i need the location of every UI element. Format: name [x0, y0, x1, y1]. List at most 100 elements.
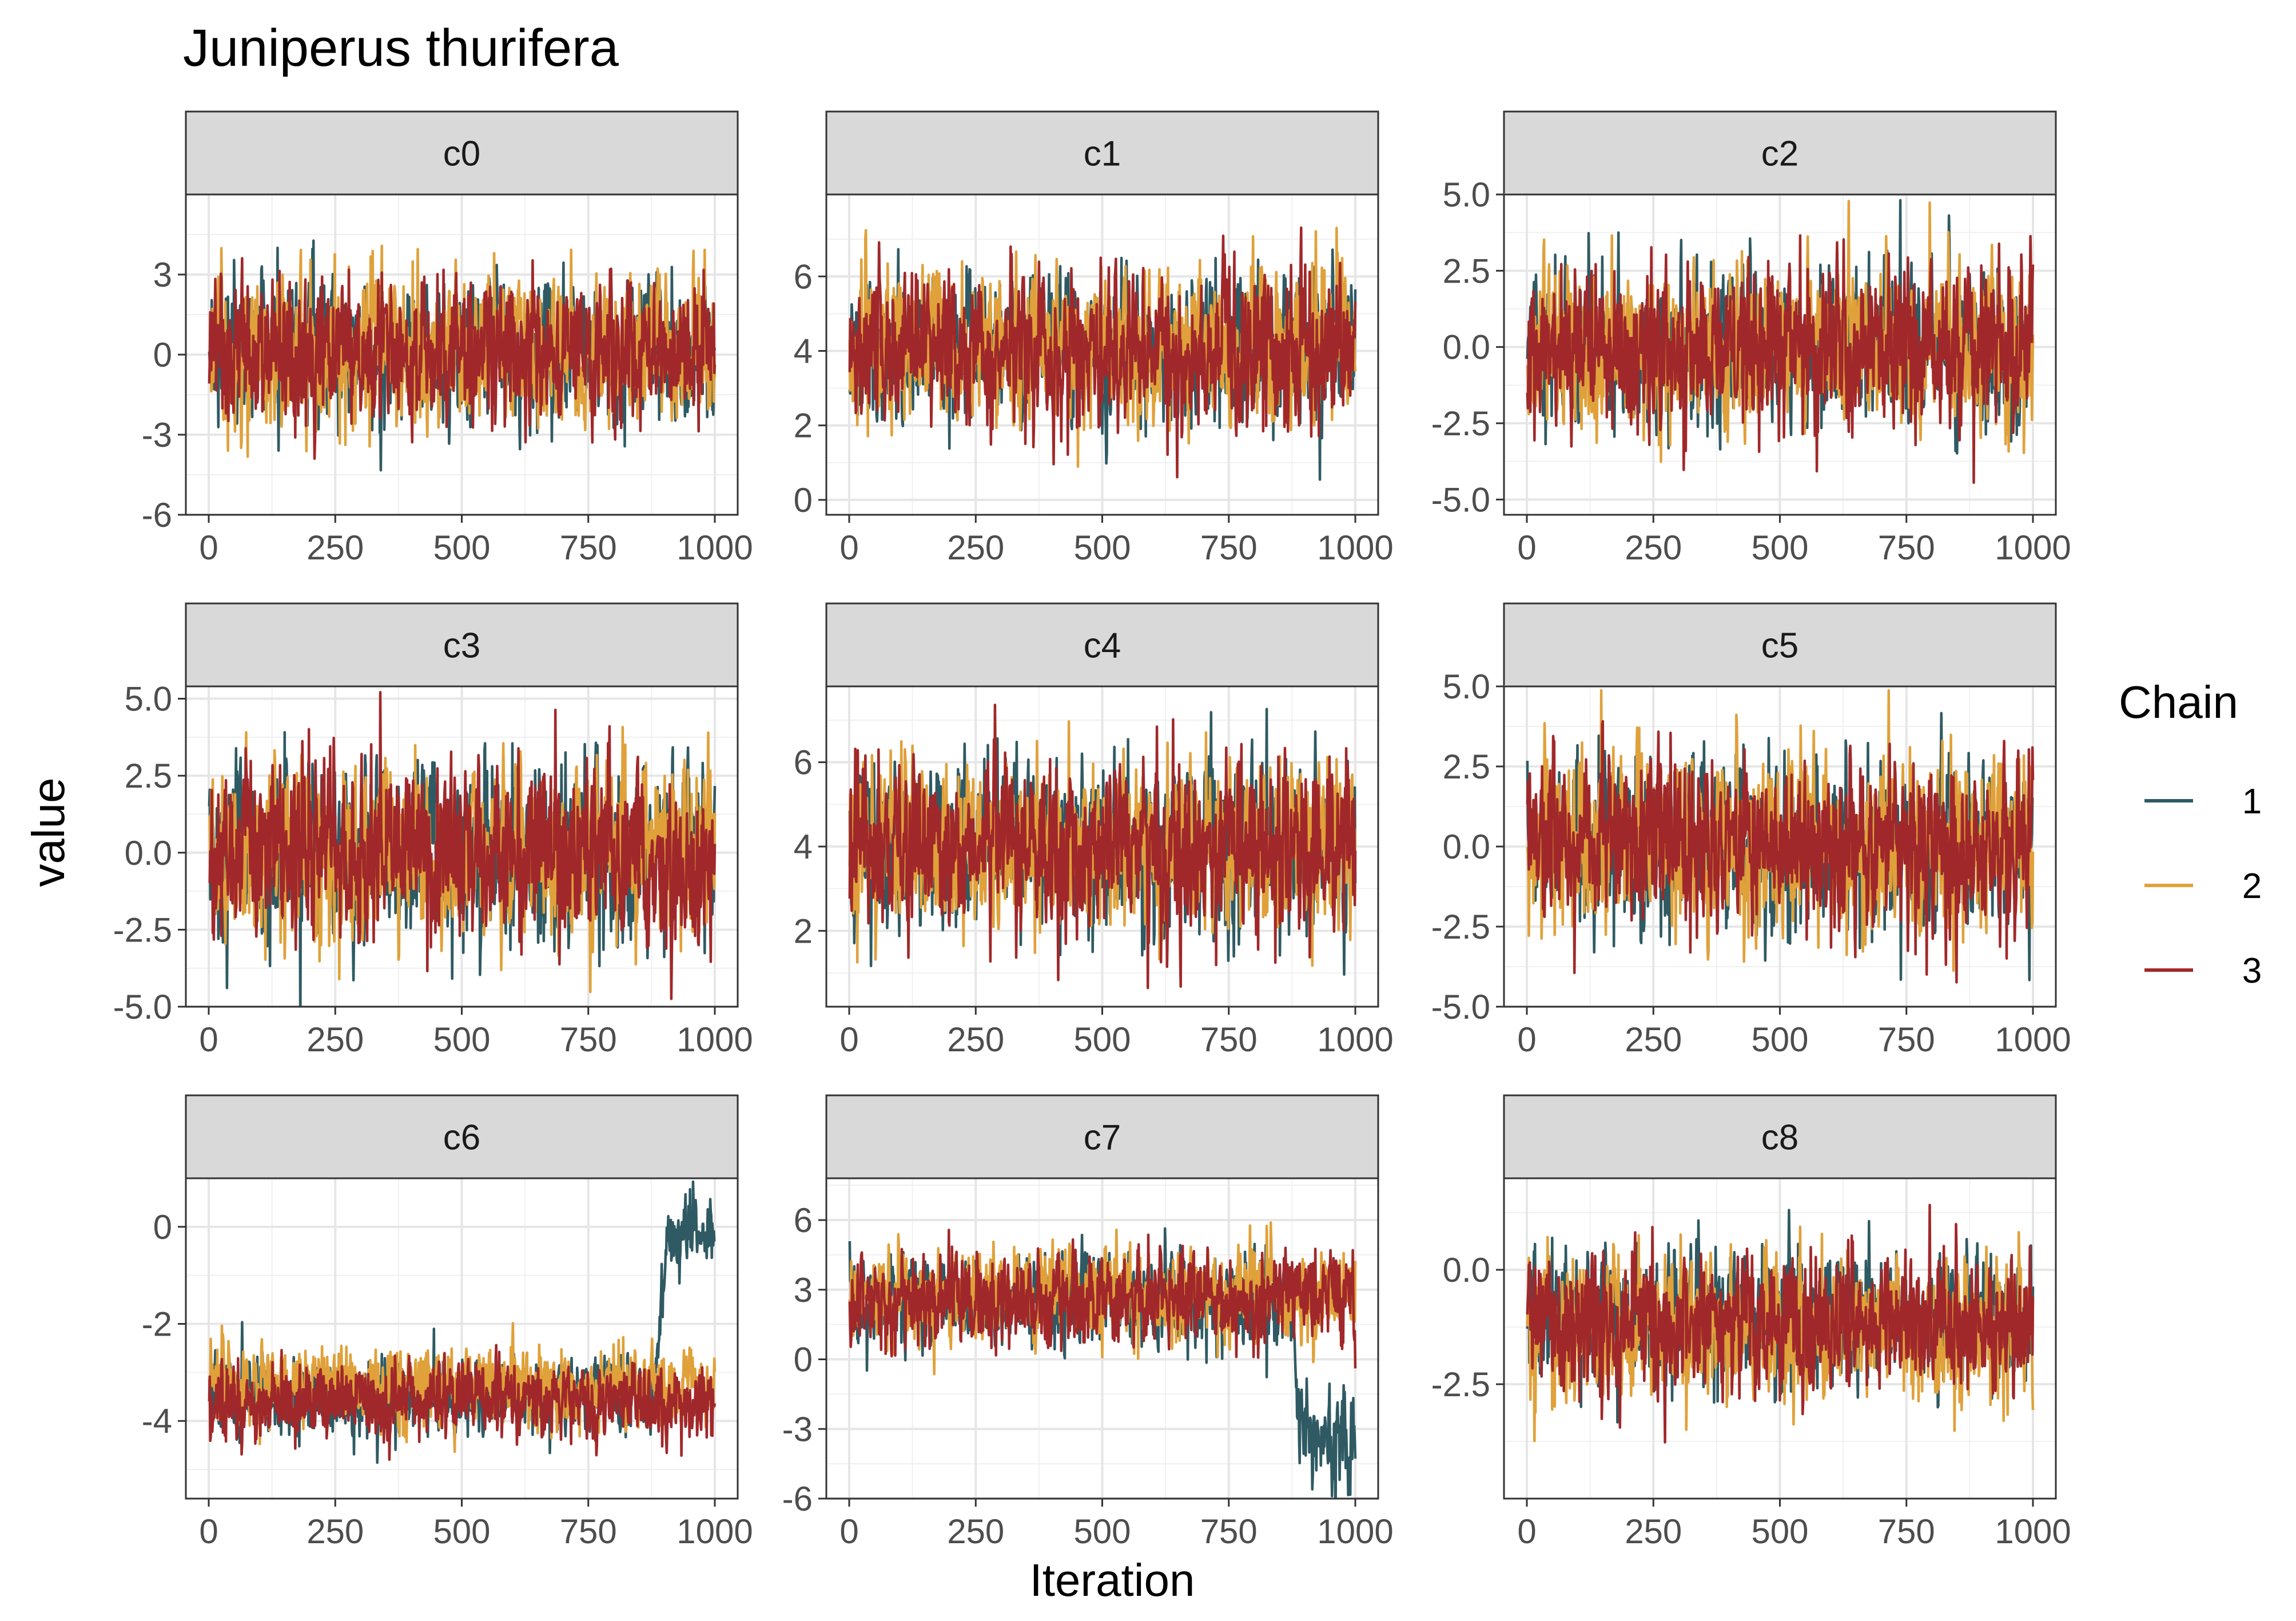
- y-axis: -5.0 -2.5 0.0 2.5 5.0: [1431, 668, 1504, 1026]
- chain-lines: [208, 690, 717, 1007]
- y-tick-label: -2: [142, 1305, 172, 1344]
- facet-strip: [1503, 110, 2057, 196]
- facet-panel-c3: c3 -5.0 -2.5 0.0 2.5 5.0 0 250 500 750 1000: [113, 602, 753, 1059]
- x-tick-label: 750: [1200, 1020, 1258, 1059]
- y-tick-label: 0.0: [125, 834, 172, 872]
- x-axis: 0 250 500 750 1000: [199, 1007, 753, 1059]
- x-tick-label: 250: [307, 529, 364, 567]
- y-tick-label: 3: [794, 1271, 813, 1309]
- y-tick-label: 0.0: [1443, 828, 1490, 866]
- y-axis: -5.0 -2.5 0.0 2.5 5.0: [1431, 176, 1504, 519]
- y-tick-label: -5.0: [1431, 480, 1490, 519]
- y-tick-label: 2.5: [1443, 252, 1490, 290]
- chain-lines: [848, 226, 1357, 481]
- chain-lines: [848, 1221, 1357, 1499]
- y-axis-label: value: [23, 777, 74, 887]
- chain-line-3: [208, 690, 717, 1000]
- chain-line-3: [208, 1344, 717, 1461]
- x-tick-label: 0: [1517, 1512, 1536, 1551]
- y-tick-label: 0.0: [1443, 1251, 1490, 1289]
- x-tick-label: 1000: [677, 529, 753, 567]
- x-axis: 0 250 500 750 1000: [1517, 1007, 2071, 1059]
- x-axis: 0 250 500 750 1000: [1517, 515, 2071, 567]
- y-tick-label: 5.0: [125, 680, 172, 718]
- y-tick-label: 4: [794, 828, 813, 866]
- y-tick-label: 0: [794, 481, 813, 519]
- y-tick-label: 2: [794, 407, 813, 445]
- facet-strip-label: c0: [443, 134, 480, 174]
- x-axis: 0 250 500 750 1000: [1517, 1499, 2071, 1551]
- x-axis: 0 250 500 750 1000: [199, 515, 753, 567]
- y-tick-label: -6: [782, 1480, 813, 1518]
- y-tick-label: 3: [153, 256, 172, 294]
- chain-lines: [848, 704, 1357, 990]
- x-tick-label: 500: [1073, 529, 1131, 567]
- y-axis: -4 -2 0: [142, 1208, 186, 1440]
- y-tick-label: -5.0: [1431, 988, 1490, 1026]
- chain-line-3: [208, 257, 717, 460]
- y-tick-label: -4: [142, 1402, 172, 1440]
- chain-line-3: [848, 704, 1357, 990]
- y-axis: 0 2 4 6: [794, 257, 826, 519]
- chain-line-3: [1526, 1203, 2035, 1444]
- x-tick-label: 500: [1751, 529, 1808, 567]
- y-axis: -2.5 0.0: [1431, 1251, 1504, 1404]
- x-tick-label: 750: [1878, 1512, 1935, 1551]
- y-axis: -6 -3 0 3: [142, 256, 186, 534]
- y-tick-label: -2.5: [1431, 1365, 1490, 1404]
- facet-strip: [185, 110, 739, 196]
- x-tick-label: 750: [560, 529, 617, 567]
- x-tick-label: 500: [433, 529, 490, 567]
- chain-line-3: [848, 1229, 1357, 1369]
- facet-panel-c4: c4 2 4 6 0 250 500 750 1000: [794, 602, 1394, 1059]
- x-tick-label: 500: [433, 1512, 490, 1551]
- chain-line-3: [1526, 720, 2035, 984]
- y-axis: -5.0 -2.5 0.0 2.5 5.0: [113, 680, 186, 1026]
- x-tick-label: 250: [947, 529, 1004, 567]
- y-tick-label: -2.5: [113, 911, 172, 949]
- x-tick-label: 250: [307, 1020, 364, 1059]
- facet-panel-c1: c1 0 2 4 6 0 250 500 750 1000: [794, 110, 1394, 567]
- x-tick-label: 1000: [1317, 1512, 1393, 1551]
- legend-label: 2: [2242, 867, 2262, 906]
- facet-panel-c5: c5 -5.0 -2.5 0.0 2.5 5.0 0 250 500 750 1000: [1431, 602, 2071, 1059]
- x-axis: 0 250 500 750 1000: [199, 1499, 753, 1551]
- y-tick-label: 2.5: [125, 757, 172, 795]
- x-tick-label: 250: [307, 1512, 364, 1551]
- x-tick-label: 0: [199, 1020, 218, 1059]
- facet-strip: [1503, 602, 2057, 688]
- chain-line-2: [848, 1221, 1357, 1376]
- y-tick-label: 6: [794, 257, 813, 296]
- facet-strip-label: c3: [443, 626, 480, 666]
- chain-lines: [1526, 689, 2035, 984]
- chain-line-3: [848, 226, 1357, 479]
- x-tick-label: 0: [839, 1020, 858, 1059]
- facet-strip: [1503, 1094, 2057, 1179]
- facet-strip: [825, 110, 1379, 196]
- y-tick-label: -5.0: [113, 988, 172, 1026]
- legend-item-2: 2: [2144, 867, 2262, 906]
- x-tick-label: 250: [947, 1020, 1004, 1059]
- facet-panel-c2: c2 -5.0 -2.5 0.0 2.5 5.0 0 250 500 750 1000: [1431, 110, 2071, 567]
- x-tick-label: 250: [1625, 1020, 1682, 1059]
- x-tick-label: 0: [839, 529, 858, 567]
- x-tick-label: 1000: [677, 1512, 753, 1551]
- x-tick-label: 1000: [1995, 1512, 2071, 1551]
- y-tick-label: -6: [142, 496, 172, 534]
- facet-panel-c8: c8 -2.5 0.0 0 250 500 750 1000: [1431, 1094, 2071, 1551]
- x-tick-label: 1000: [1317, 529, 1393, 567]
- facet-strip-label: c2: [1761, 134, 1798, 174]
- facet-strip: [825, 1094, 1379, 1179]
- y-tick-label: 2: [794, 912, 813, 950]
- y-tick-label: 4: [794, 332, 813, 370]
- chain-lines: [208, 1180, 717, 1464]
- facet-strip-label: c1: [1084, 134, 1121, 174]
- x-tick-label: 750: [1878, 1020, 1935, 1059]
- y-tick-label: -3: [782, 1410, 813, 1448]
- x-tick-label: 750: [1878, 529, 1935, 567]
- y-tick-label: 6: [794, 1201, 813, 1239]
- y-axis: -6 -3 0 3 6: [782, 1201, 826, 1518]
- x-tick-label: 1000: [677, 1020, 753, 1059]
- x-tick-label: 500: [433, 1020, 490, 1059]
